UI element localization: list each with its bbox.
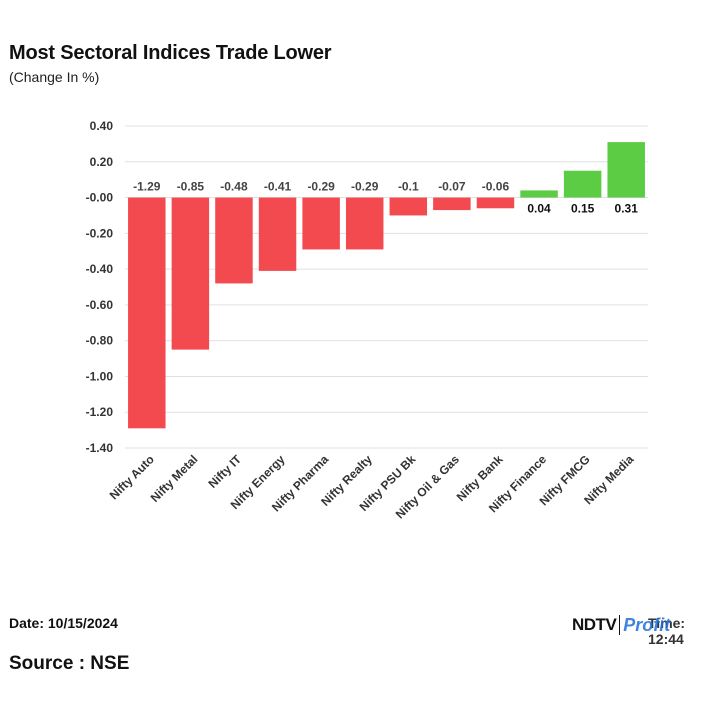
y-tick-label: -0.40 — [86, 262, 114, 276]
bar — [128, 197, 166, 429]
data-label: 0.31 — [615, 202, 639, 216]
data-label: -1.29 — [133, 180, 161, 194]
chart-subtitle: (Change In %) — [9, 69, 100, 85]
y-tick-label: 0.40 — [90, 119, 114, 133]
data-label: 0.15 — [571, 202, 595, 216]
data-label: -0.06 — [482, 180, 510, 194]
bar — [476, 197, 515, 209]
ndtv-profit-logo: NDTV Profit — [572, 613, 670, 637]
bar — [563, 170, 602, 198]
bar — [345, 197, 384, 250]
x-tick-label: Nifty Metal — [148, 452, 201, 505]
bar — [433, 197, 471, 211]
time-label: Time: 12:44 — [648, 615, 686, 647]
y-tick-label: -0.20 — [86, 226, 114, 240]
bar — [520, 190, 558, 198]
data-label: -0.07 — [438, 180, 466, 194]
bar — [389, 197, 428, 216]
data-label: -0.29 — [351, 180, 379, 194]
bar — [215, 197, 253, 284]
data-label: -0.1 — [398, 180, 419, 194]
logo-divider — [619, 615, 621, 635]
logo-ndtv-text: NDTV — [572, 615, 617, 634]
data-label: -0.48 — [220, 180, 248, 194]
chart-title: Most Sectoral Indices Trade Lower — [9, 42, 332, 64]
data-label: -0.29 — [307, 180, 335, 194]
y-tick-label: -1.00 — [86, 369, 114, 383]
data-label: -0.85 — [177, 180, 205, 194]
date-label: Date: 10/15/2024 — [9, 615, 118, 631]
y-tick-label: -1.20 — [86, 405, 114, 419]
y-tick-label: -0.80 — [86, 334, 114, 348]
bar-chart: 0.40 0.20 -0.00 -0.20 -0.40 -0.60 -0.80 -1.00 -1… — [86, 119, 648, 522]
data-label: 0.04 — [527, 202, 551, 216]
bar — [607, 142, 645, 198]
x-tick-label: Nifty IT — [205, 452, 244, 491]
data-label: -0.41 — [264, 180, 292, 194]
y-tick-label: 0.20 — [90, 155, 114, 169]
y-tick-label: -1.40 — [86, 441, 114, 455]
y-tick-label: -0.60 — [86, 298, 114, 312]
bar — [258, 197, 297, 271]
bar — [302, 197, 340, 250]
source-label: Source : NSE — [9, 653, 130, 674]
y-tick-label: -0.00 — [86, 191, 114, 205]
bar — [171, 197, 210, 350]
logo-profit-text: Profit — [623, 614, 671, 635]
